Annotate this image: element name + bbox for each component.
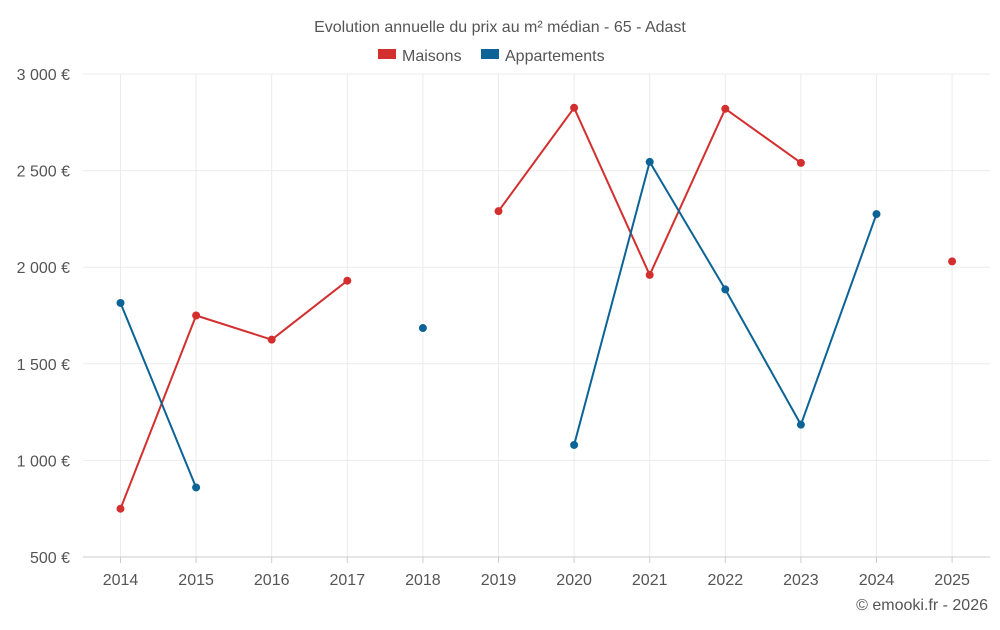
x-tick-label: 2017 (330, 572, 366, 589)
data-point-maisons-2025[interactable] (948, 257, 957, 266)
footer-credit: © emooki.fr - 2026 (856, 597, 988, 614)
data-point-maisons-2021[interactable] (645, 270, 654, 279)
data-point-maisons-2016[interactable] (267, 335, 276, 344)
x-tick-label: 2021 (632, 572, 668, 589)
data-point-maisons-2015[interactable] (192, 311, 201, 320)
legend-swatch-appartements (481, 49, 499, 59)
data-point-maisons-2017[interactable] (343, 276, 352, 285)
y-tick-label: 1 500 € (17, 357, 70, 374)
series-line-appartements (119, 302, 198, 488)
axes: 500 € 1 000 € 1 500 € 2 000 € 2 500 € 3 000 €… (17, 67, 990, 589)
x-tick-label: 2023 (783, 572, 819, 589)
x-tick-label: 2016 (254, 572, 290, 589)
data-point-maisons-2019[interactable] (494, 207, 503, 216)
grid (83, 73, 990, 557)
data-point-appartements-2024[interactable] (872, 210, 881, 219)
legend-label-maisons[interactable]: Maisons (402, 48, 462, 65)
data-point-appartements-2015[interactable] (192, 483, 201, 492)
x-tick-label: 2020 (556, 572, 592, 589)
legend-swatch-maisons (378, 49, 396, 59)
data-point-appartements-2023[interactable] (796, 420, 805, 429)
data-point-appartements-2014[interactable] (116, 298, 125, 307)
x-tick-label: 2018 (405, 572, 441, 589)
data-point-appartements-2021[interactable] (645, 157, 654, 166)
y-tick-label: 1 000 € (17, 453, 70, 470)
data-point-appartements-2018[interactable] (418, 324, 427, 333)
x-tick-label: 2024 (859, 572, 895, 589)
data-point-maisons-2023[interactable] (796, 158, 805, 167)
x-tick-label: 2014 (103, 572, 139, 589)
data-point-maisons-2022[interactable] (721, 104, 730, 113)
y-tick-label: 3 000 € (17, 67, 70, 84)
x-tick-label: 2025 (934, 572, 970, 589)
data-point-maisons-2014[interactable] (116, 504, 125, 513)
data-point-appartements-2020[interactable] (570, 440, 579, 449)
chart-title: Evolution annuelle du prix au m² médian … (314, 19, 686, 36)
y-tick-label: 500 € (30, 550, 70, 567)
x-tick-label: 2022 (708, 572, 744, 589)
x-tick-label: 2015 (178, 572, 214, 589)
data-point-maisons-2020[interactable] (570, 103, 579, 112)
x-tick-label: 2019 (481, 572, 517, 589)
y-tick-label: 2 500 € (17, 164, 70, 181)
series (116, 103, 957, 513)
legend-label-appartements[interactable]: Appartements (505, 48, 605, 65)
data-point-appartements-2022[interactable] (721, 285, 730, 294)
y-tick-label: 2 000 € (17, 260, 70, 277)
series-line-maisons (119, 279, 348, 510)
legend: Maisons Appartements (378, 48, 605, 65)
